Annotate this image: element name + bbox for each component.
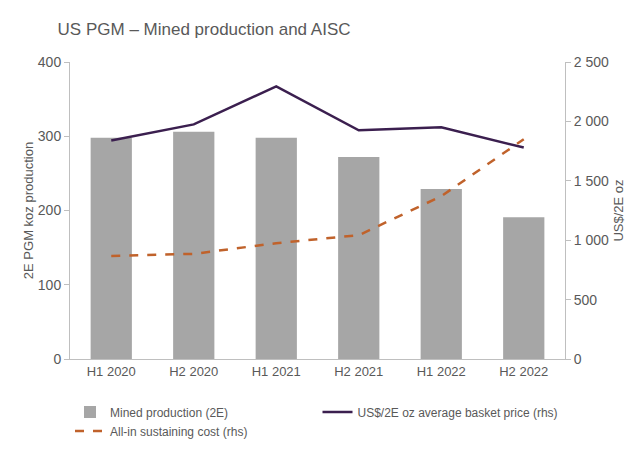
svg-text:H1 2022: H1 2022 [417, 364, 466, 379]
svg-text:H2 2021: H2 2021 [334, 364, 383, 379]
svg-text:2 500: 2 500 [574, 54, 609, 70]
svg-text:1 000: 1 000 [574, 232, 609, 248]
svg-text:US$/2E oz average basket price: US$/2E oz average basket price (rhs) [358, 406, 558, 420]
svg-text:H1 2021: H1 2021 [252, 364, 301, 379]
svg-text:100: 100 [38, 277, 62, 293]
svg-text:US PGM – Mined production and: US PGM – Mined production and AISC [58, 20, 351, 39]
svg-text:0: 0 [574, 351, 582, 367]
svg-text:500: 500 [574, 292, 598, 308]
svg-text:2E PGM koz production: 2E PGM koz production [21, 142, 36, 279]
svg-text:200: 200 [38, 202, 62, 218]
svg-text:H2 2020: H2 2020 [169, 364, 218, 379]
svg-text:2 000: 2 000 [574, 113, 609, 129]
svg-text:1 500: 1 500 [574, 173, 609, 189]
svg-text:0: 0 [53, 351, 61, 367]
svg-text:Mined production (2E): Mined production (2E) [110, 406, 228, 420]
svg-text:300: 300 [38, 128, 62, 144]
svg-text:US$/2E oz: US$/2E oz [611, 179, 626, 241]
svg-text:H2 2022: H2 2022 [499, 364, 548, 379]
svg-text:H1 2020: H1 2020 [87, 364, 136, 379]
svg-text:400: 400 [38, 54, 62, 70]
svg-text:All-in sustaining cost (rhs): All-in sustaining cost (rhs) [110, 425, 247, 439]
